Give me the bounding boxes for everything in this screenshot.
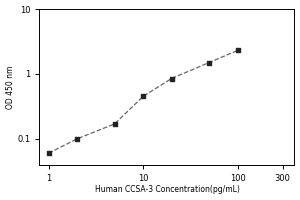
- Y-axis label: OD 450 nm: OD 450 nm: [6, 65, 15, 109]
- Point: [207, 61, 212, 64]
- Point: [141, 95, 146, 98]
- Point: [46, 152, 51, 155]
- Point: [112, 122, 117, 125]
- Point: [169, 77, 174, 80]
- Point: [75, 137, 80, 140]
- X-axis label: Human CCSA-3 Concentration(pg/mL): Human CCSA-3 Concentration(pg/mL): [94, 185, 239, 194]
- Point: [235, 49, 240, 52]
